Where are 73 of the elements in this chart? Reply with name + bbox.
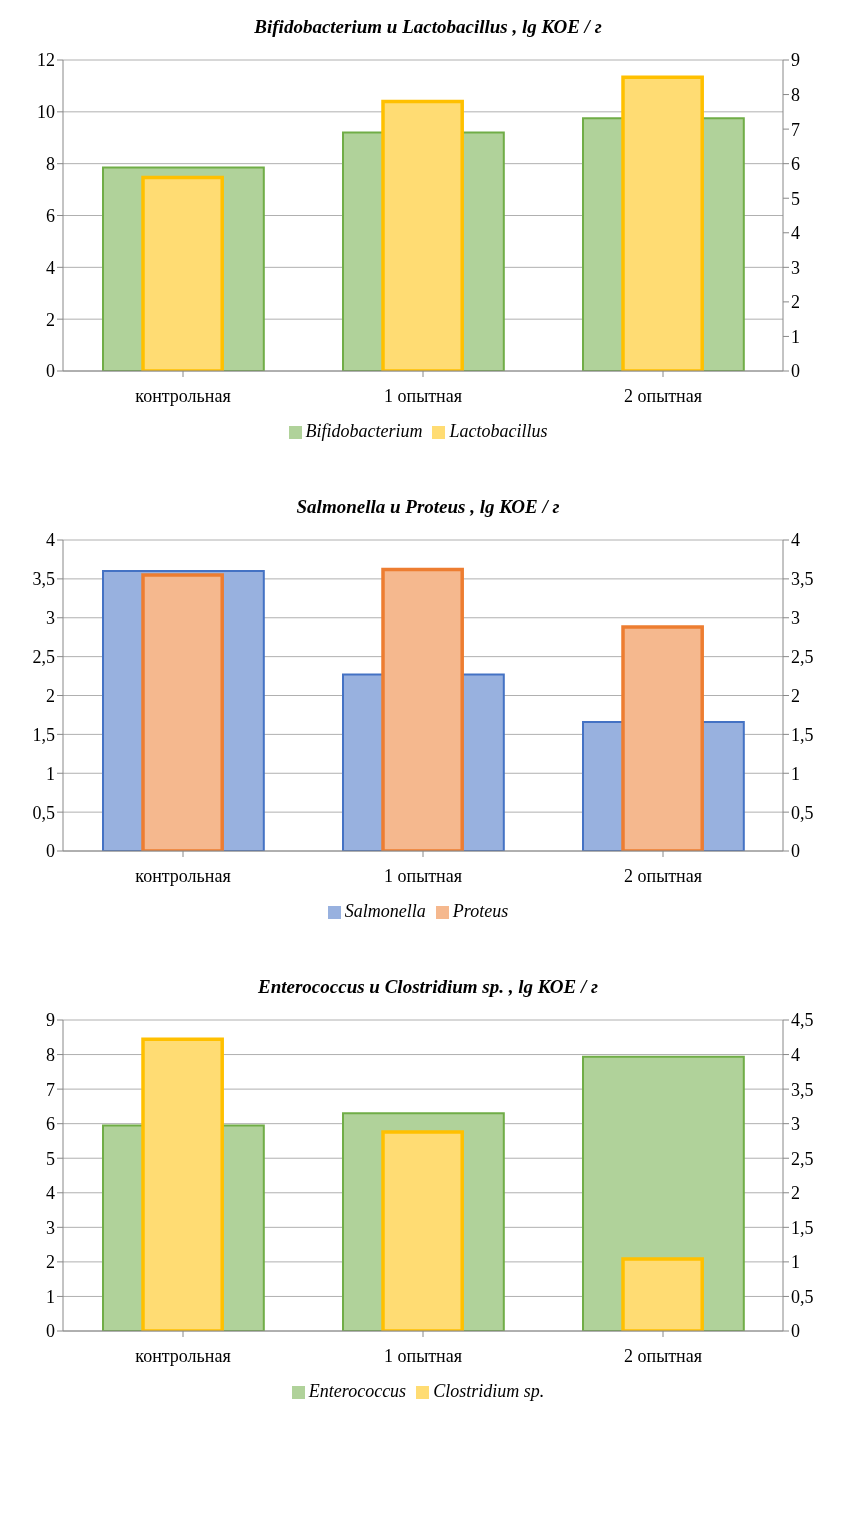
y2-tick-label: 1,5 bbox=[791, 1217, 814, 1238]
legend-label: Bifidobacterium bbox=[305, 421, 423, 441]
y-tick-label: 1,5 bbox=[32, 724, 55, 745]
y2-tick-label: 2 bbox=[791, 292, 800, 313]
y2-tick-label: 9 bbox=[791, 50, 800, 71]
x-tick-label: 1 опытная bbox=[384, 865, 462, 886]
x-tick-label: 1 опытная bbox=[384, 385, 462, 406]
y-tick-label: 1 bbox=[46, 763, 55, 784]
y2-tick-label: 3,5 bbox=[791, 569, 814, 590]
y-tick-label: 7 bbox=[46, 1079, 55, 1100]
y2-tick-label: 5 bbox=[791, 188, 800, 209]
y-tick-label: 3,5 bbox=[32, 569, 55, 590]
y-tick-label: 2 bbox=[46, 309, 55, 330]
x-tick-label: 2 опытная bbox=[624, 865, 702, 886]
y2-tick-label: 8 bbox=[791, 84, 800, 105]
legend-label: Salmonella bbox=[344, 901, 426, 921]
y-tick-label: 0 bbox=[46, 841, 55, 862]
y2-tick-label: 1 bbox=[791, 326, 800, 347]
x-tick-label: 1 опытная bbox=[384, 1345, 462, 1366]
chart-title: Salmonella и Proteus , lg КОЕ / г bbox=[295, 495, 561, 519]
y2-tick-label: 2,5 bbox=[791, 647, 814, 668]
y-tick-label: 10 bbox=[37, 102, 55, 123]
y-tick-label: 4 bbox=[46, 1183, 55, 1204]
y2-tick-label: 0 bbox=[791, 361, 800, 382]
y-tick-label: 6 bbox=[46, 1114, 55, 1135]
legend-label: Lactobacillus bbox=[449, 421, 548, 441]
y-tick-label: 2 bbox=[46, 1252, 55, 1273]
y2-tick-label: 3 bbox=[791, 257, 800, 278]
y2-tick-label: 2 bbox=[791, 685, 800, 706]
x-tick-label: 2 опытная bbox=[624, 1345, 702, 1366]
y-tick-label: 0 bbox=[46, 361, 55, 382]
y-tick-label: 8 bbox=[46, 154, 55, 175]
y-tick-label: 2 bbox=[46, 685, 55, 706]
y2-tick-label: 2,5 bbox=[791, 1148, 814, 1169]
legend-label: Clostridium sp. bbox=[433, 1381, 545, 1401]
y2-tick-label: 1 bbox=[791, 763, 800, 784]
x-tick-label: контрольная bbox=[135, 865, 231, 886]
y2-tick-label: 4,5 bbox=[791, 1010, 814, 1031]
y-tick-label: 6 bbox=[46, 205, 55, 226]
y-tick-label: 5 bbox=[46, 1148, 55, 1169]
y2-tick-label: 6 bbox=[791, 154, 800, 175]
y-tick-label: 3 bbox=[46, 608, 55, 629]
y-tick-label: 4 bbox=[46, 257, 55, 278]
y2-tick-label: 1 bbox=[791, 1252, 800, 1273]
y-tick-label: 9 bbox=[46, 1010, 55, 1031]
y-tick-label: 4 bbox=[46, 530, 55, 551]
y-tick-label: 2,5 bbox=[32, 647, 55, 668]
x-tick-label: 2 опытная bbox=[624, 385, 702, 406]
y2-tick-label: 1,5 bbox=[791, 724, 814, 745]
y2-tick-label: 0 bbox=[791, 1321, 800, 1342]
y-tick-label: 3 bbox=[46, 1217, 55, 1238]
y2-tick-label: 0,5 bbox=[791, 1286, 814, 1307]
chart-title: Bifidobacterium и Lactobacillus , lg КОЕ / г bbox=[253, 15, 603, 39]
y-tick-label: 0,5 bbox=[32, 802, 55, 823]
y-tick-label: 8 bbox=[46, 1044, 55, 1065]
y2-tick-label: 4 bbox=[791, 223, 800, 244]
x-tick-label: контрольная bbox=[135, 385, 231, 406]
y2-tick-label: 0 bbox=[791, 841, 800, 862]
y2-tick-label: 3 bbox=[791, 608, 800, 629]
y2-tick-label: 4 bbox=[791, 1044, 800, 1065]
y2-tick-label: 0,5 bbox=[791, 802, 814, 823]
y-tick-label: 12 bbox=[37, 50, 55, 71]
y-tick-label: 1 bbox=[46, 1286, 55, 1307]
x-tick-label: контрольная bbox=[135, 1345, 231, 1366]
y2-tick-label: 2 bbox=[791, 1183, 800, 1204]
y2-tick-label: 3 bbox=[791, 1114, 800, 1135]
y2-tick-label: 7 bbox=[791, 119, 800, 140]
y-tick-label: 0 bbox=[46, 1321, 55, 1342]
legend-label: Proteus bbox=[452, 901, 509, 921]
legend-label: Enterococcus bbox=[308, 1381, 407, 1401]
y2-tick-label: 4 bbox=[791, 530, 800, 551]
y2-tick-label: 3,5 bbox=[791, 1079, 814, 1100]
chart-title: Enterococcus и Clostridium sp. , lg КОЕ / г bbox=[257, 975, 599, 999]
